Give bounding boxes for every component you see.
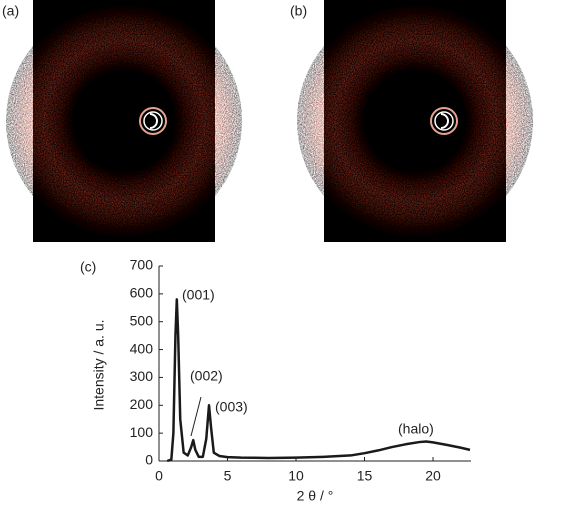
panel-label: (a)	[2, 3, 19, 19]
annotation: (halo)	[398, 421, 434, 437]
panel-label: (b)	[290, 3, 307, 19]
x-tick-label: 10	[288, 468, 304, 484]
x-tick-label: 15	[357, 468, 373, 484]
y-tick-label: 100	[130, 424, 154, 440]
x-axis-title: 2 θ / °	[297, 488, 334, 504]
y-tick-label: 500	[130, 312, 154, 328]
x-tick-label: 0	[155, 468, 163, 484]
panel-label: (c)	[80, 259, 96, 275]
x-tick-label: 20	[425, 468, 441, 484]
y-tick-label: 700	[130, 257, 154, 273]
pattern-b	[297, 0, 533, 242]
y-tick-label: 600	[130, 285, 154, 301]
y-tick-label: 200	[130, 396, 154, 412]
annotation: (002)	[190, 368, 223, 384]
y-tick-label: 400	[130, 340, 154, 356]
y-axis-title: Intensity / a. u.	[91, 319, 107, 410]
x-tick-label: 5	[224, 468, 232, 484]
y-tick-label: 300	[130, 368, 154, 384]
y-tick-label: 0	[145, 452, 153, 468]
pattern-a	[6, 0, 242, 242]
annotation: (001)	[182, 287, 215, 303]
annotation: (003)	[215, 399, 248, 415]
leader-line	[190, 396, 202, 437]
data-line	[166, 298, 471, 463]
